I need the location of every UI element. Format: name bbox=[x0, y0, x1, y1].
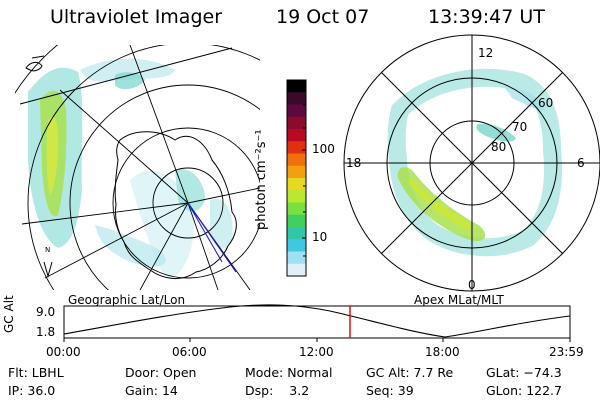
polar-plot bbox=[343, 34, 600, 292]
colorbar-segment bbox=[287, 227, 306, 240]
status-mode: Mode: Normal bbox=[245, 365, 333, 380]
timeline-ytick-low: 1.8 bbox=[36, 325, 56, 339]
colorbar-tick-100: 100 bbox=[312, 142, 335, 156]
altitude-timeline bbox=[63, 304, 571, 342]
mlt-label-12: 12 bbox=[478, 46, 494, 60]
colorbar-segment bbox=[287, 202, 306, 216]
north-indicator: N bbox=[45, 246, 50, 254]
lat-label-80: 80 bbox=[491, 140, 507, 154]
geographic-map: N bbox=[15, 45, 260, 290]
colorbar-segment bbox=[287, 165, 306, 179]
mlt-label-6: 6 bbox=[577, 156, 585, 170]
colorbar-segment bbox=[287, 92, 306, 105]
colorbar-segment bbox=[287, 116, 306, 130]
status-filter: Flt: LBHL bbox=[8, 365, 64, 380]
lat-label-70: 70 bbox=[512, 120, 528, 134]
timeline-xtick-1: 06:00 bbox=[172, 345, 207, 359]
altitude-curve bbox=[63, 304, 571, 338]
colorbar-segment bbox=[287, 263, 306, 277]
colorbar-segment bbox=[287, 251, 306, 265]
colorbar-segment bbox=[287, 239, 306, 252]
colorbar bbox=[286, 79, 307, 277]
timeline-ytick-high: 9.0 bbox=[36, 305, 56, 319]
timeline-xtick-3: 18:00 bbox=[425, 345, 460, 359]
status-glon: GLon: 122.7 bbox=[486, 383, 562, 398]
colorbar-segment bbox=[287, 80, 306, 93]
status-gc-alt: GC Alt: 7.7 Re bbox=[366, 365, 454, 380]
left-aurora-glow bbox=[28, 58, 233, 280]
lat-label-60: 60 bbox=[538, 96, 554, 110]
colorbar-segment bbox=[287, 153, 306, 167]
status-ip: IP: 36.0 bbox=[8, 383, 56, 398]
colorbar-segment bbox=[287, 141, 306, 154]
observation-time: 13:39:47 UT bbox=[428, 6, 545, 28]
colorbar-tick-10: 10 bbox=[312, 230, 328, 244]
status-seq: Seq: 39 bbox=[366, 383, 414, 398]
app-title: Ultraviolet Imager bbox=[50, 6, 223, 28]
timeline-xtick-0: 00:00 bbox=[46, 345, 81, 359]
status-gain: Gain: 14 bbox=[125, 383, 178, 398]
colorbar-segment bbox=[287, 190, 306, 203]
status-door: Door: Open bbox=[125, 365, 197, 380]
colorbar-segment bbox=[287, 178, 306, 191]
status-dsp: Dsp: 3.2 bbox=[245, 383, 310, 398]
timeline-xtick-4: 23:59 bbox=[549, 345, 584, 359]
colorbar-segment bbox=[287, 104, 306, 118]
left-panel-caption: Geographic Lat/Lon bbox=[68, 293, 186, 307]
observation-date: 19 Oct 07 bbox=[276, 6, 370, 28]
timeline-xtick-2: 12:00 bbox=[299, 345, 334, 359]
right-panel-caption: Apex MLat/MLT bbox=[414, 293, 504, 307]
mlt-label-18: 18 bbox=[346, 156, 362, 170]
colorbar-unit-label: photon cm⁻²s⁻¹ bbox=[254, 129, 269, 230]
colorbar-segment bbox=[287, 129, 306, 142]
colorbar-segment bbox=[287, 214, 306, 228]
mlt-label-0: 0 bbox=[468, 278, 476, 292]
status-glat: GLat: −74.3 bbox=[486, 365, 562, 380]
timeline-ylabel: GC Alt bbox=[2, 295, 16, 333]
